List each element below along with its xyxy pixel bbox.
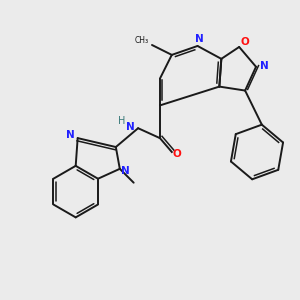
Text: O: O bbox=[241, 37, 250, 47]
Text: H: H bbox=[118, 116, 125, 126]
Text: N: N bbox=[126, 122, 135, 132]
Text: N: N bbox=[195, 34, 204, 44]
Text: O: O bbox=[172, 149, 181, 159]
Text: CH₃: CH₃ bbox=[135, 35, 149, 44]
Text: N: N bbox=[122, 166, 130, 176]
Text: N: N bbox=[260, 61, 268, 71]
Text: N: N bbox=[66, 130, 75, 140]
